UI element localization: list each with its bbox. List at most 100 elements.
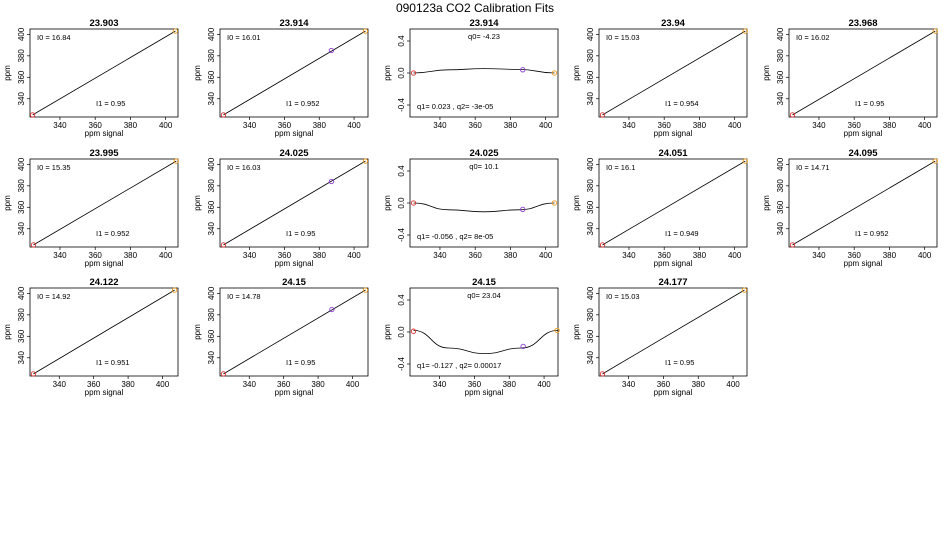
x-tick-label: 380	[124, 121, 138, 130]
x-tick-label: 340	[812, 121, 826, 130]
fit-line	[223, 30, 366, 116]
calibration-point	[520, 206, 526, 213]
slope-label: I1 = 0.951	[96, 358, 130, 367]
fit-line	[33, 160, 177, 246]
panel-title: 23.914	[469, 18, 499, 29]
calibration-point	[220, 242, 227, 248]
panel-title: 23.94	[661, 18, 685, 29]
calibration-point	[173, 158, 179, 164]
y-tick-label: 380	[776, 179, 785, 193]
plot-frame	[598, 28, 748, 118]
calibration-point	[789, 112, 796, 118]
fit-line	[223, 289, 366, 375]
intercept-label: I0 = 16.02	[796, 33, 830, 42]
intercept-label: I0 = 16.84	[37, 33, 71, 42]
y-tick-label: 360	[207, 70, 216, 84]
y-tick-label: 400	[17, 286, 26, 300]
figure-title: 090123a CO2 Calibration Fits	[396, 1, 554, 15]
y-tick-label: 360	[17, 329, 26, 343]
q0-label: q0= -4.23	[468, 32, 500, 41]
y-tick-label: 380	[207, 49, 216, 63]
y-tick-label: 0.4	[397, 294, 406, 306]
x-axis-label: ppm signal	[654, 129, 693, 138]
y-axis-label: ppm	[3, 65, 12, 81]
x-tick-label: 360	[658, 251, 672, 260]
calibration-point	[171, 287, 178, 293]
y-tick-label: 0.0	[397, 326, 406, 338]
y-tick-label: -0.4	[397, 357, 406, 371]
q-coefficients-label: q1= 0.023 , q2= -3e-05	[417, 102, 493, 111]
y-axis-label: ppm	[383, 195, 392, 211]
x-tick-label: 360	[469, 251, 483, 260]
y-axis-label: ppm	[572, 324, 581, 340]
slope-label: I1 = 0.954	[665, 99, 699, 108]
y-tick-label: 340	[17, 351, 26, 365]
y-tick-label: 340	[17, 92, 26, 106]
x-axis-label: ppm signal	[275, 259, 314, 268]
x-tick-label: 380	[311, 380, 325, 389]
y-tick-label: 400	[207, 157, 216, 171]
y-axis-label: ppm	[572, 195, 581, 211]
y-tick-label: 340	[207, 222, 216, 236]
x-tick-label: 360	[469, 121, 483, 130]
x-axis-label: ppm signal	[85, 129, 124, 138]
x-tick-label: 380	[693, 121, 707, 130]
intercept-label: I0 = 16.1	[606, 163, 635, 172]
intercept-label: I0 = 16.03	[227, 163, 261, 172]
q-coefficients-label: q1= -0.127 , q2= 0.00017	[417, 361, 501, 370]
panel-title: 24.122	[89, 277, 118, 288]
y-tick-label: 400	[776, 27, 785, 41]
intercept-label: I0 = 15.03	[606, 33, 640, 42]
y-tick-label: 380	[17, 308, 26, 322]
calibration-panel: 24.177 340 360 380 400 340 360 380 400 ppm signal…	[572, 277, 748, 397]
calibration-panel: 23.914 340 360 380 400 340 360 380 400 ppm signal…	[193, 18, 369, 138]
calibration-point	[30, 242, 37, 248]
y-tick-label: 340	[776, 92, 785, 106]
plot-frame	[598, 287, 748, 377]
x-tick-label: 400	[728, 251, 742, 260]
y-tick-label: 380	[207, 308, 216, 322]
x-tick-label: 380	[504, 121, 518, 130]
x-tick-label: 340	[622, 121, 636, 130]
fit-line	[602, 30, 746, 116]
y-tick-label: 0.4	[397, 165, 406, 177]
x-axis-label: ppm signal	[275, 388, 314, 397]
x-tick-label: 380	[503, 380, 517, 389]
x-tick-label: 400	[918, 251, 932, 260]
slope-label: I1 = 0.952	[286, 99, 320, 108]
x-tick-label: 360	[848, 251, 862, 260]
x-tick-label: 340	[53, 251, 67, 260]
y-tick-label: 400	[207, 286, 216, 300]
y-tick-label: 0.4	[397, 35, 406, 47]
x-tick-label: 400	[346, 380, 360, 389]
calibration-point	[599, 112, 606, 118]
calibration-point	[932, 28, 938, 34]
intercept-label: I0 = 16.01	[227, 33, 261, 42]
calibration-panel: 24.025 340 360 380 400 340 360 380 400 ppm signal…	[193, 148, 369, 268]
calibration-panel: 23.914 340 360 380 400 -0.4 0.0 0.4 ppm q0= -4.23…	[383, 18, 559, 130]
fit-line	[792, 160, 936, 246]
y-tick-label: 0.0	[397, 67, 406, 79]
calibration-point	[789, 242, 796, 248]
fit-line	[792, 30, 936, 116]
y-axis-label: ppm	[383, 324, 392, 340]
calibration-point	[328, 178, 335, 185]
y-tick-label: 380	[207, 179, 216, 193]
y-tick-label: 380	[586, 179, 595, 193]
x-axis-label: ppm signal	[275, 129, 314, 138]
y-tick-label: 400	[776, 157, 785, 171]
slope-label: I1 = 0.952	[855, 229, 889, 238]
panel-title: 24.025	[469, 148, 499, 159]
fit-line	[33, 289, 175, 375]
calibration-panel: 24.051 340 360 380 400 340 360 380 400 ppm signal…	[572, 148, 748, 268]
y-tick-label: 360	[586, 70, 595, 84]
x-axis-label: ppm signal	[85, 388, 124, 397]
calibration-panel: 23.968 340 360 380 400 340 360 380 400 ppm signal…	[762, 18, 938, 138]
panel-grid: 23.903 340 360 380 400 340 360 380 400 ppm signal…	[3, 18, 938, 397]
calibration-point	[742, 28, 748, 34]
x-tick-label: 340	[433, 121, 447, 130]
calibration-point	[551, 70, 558, 76]
x-tick-label: 400	[347, 121, 361, 130]
x-tick-label: 360	[657, 380, 671, 389]
